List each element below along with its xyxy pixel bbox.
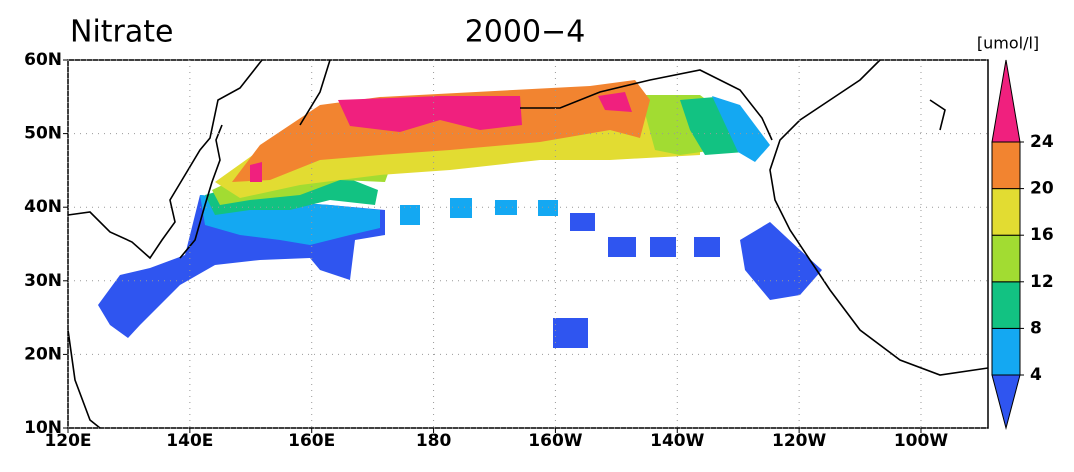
colorbar-arrow [991,59,1021,143]
lat-tick-label: 20N [24,344,62,364]
lon-tick-label: 140E [166,431,213,451]
colorbar-label: 4 [1030,365,1042,385]
lat-tick-label: 50N [24,124,62,144]
lon-tick-label: 160E [288,431,335,451]
colorbar-label: 24 [1030,132,1054,152]
colorbar-label: 8 [1030,318,1042,338]
colorbar-box [991,141,1021,190]
colorbar-box [991,234,1021,283]
colorbar-label: 16 [1030,225,1054,245]
colorbar-box [991,281,1021,329]
lon-tick-label: 120W [772,431,826,451]
lat-tick-label: 30N [24,271,62,291]
lat-tick-label: 10N [24,418,62,438]
colorbar-label: 20 [1030,179,1054,199]
date: 2000−4 [465,15,586,50]
colorbar-box [991,188,1021,236]
lon-tick-label: 100W [894,431,948,451]
lon-tick-label: 160W [528,431,582,451]
lon-tick-label: 140W [650,431,704,451]
colorbar-arrow [991,374,1021,430]
lat-tick-label: 60N [24,50,62,70]
lat-tick-label: 40N [24,197,62,217]
colorbar-label: 12 [1030,272,1054,292]
title: Nitrate [70,15,173,50]
coastlines [67,59,989,429]
map-frame [67,59,989,429]
lon-tick-label: 180 [416,431,452,451]
colorbar-box [991,327,1021,376]
lon-tick-label: 120E [44,431,91,451]
nitrate-field [98,80,822,348]
unit: [umol/l] [977,34,1039,53]
